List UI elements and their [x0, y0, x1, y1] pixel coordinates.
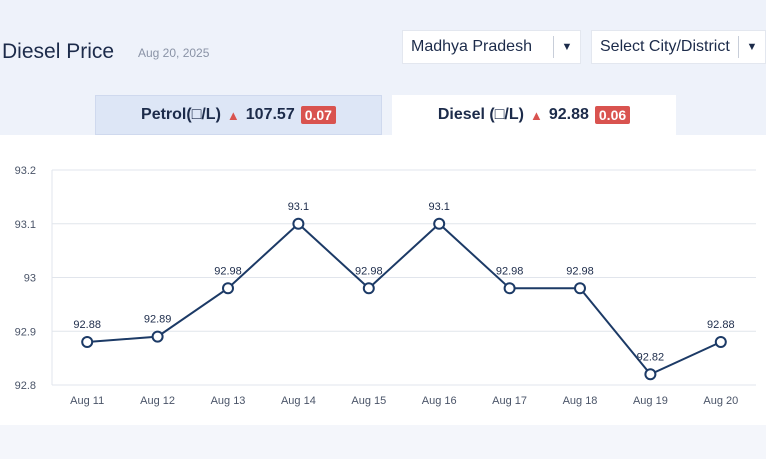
city-select-value: Select City/District — [600, 38, 730, 55]
data-label: 92.88 — [707, 319, 735, 331]
y-tick-label: 92.8 — [15, 380, 36, 392]
triangle-up-icon: ▲ — [529, 107, 543, 123]
x-tick-label: Aug 19 — [633, 395, 668, 407]
data-point — [574, 282, 586, 295]
tab-diesel-price: 92.88 — [548, 106, 589, 123]
tab-diesel-change-badge: 0.06 — [594, 106, 631, 124]
x-tick-label: Aug 13 — [211, 395, 246, 407]
data-point — [362, 282, 375, 295]
data-point — [714, 336, 727, 348]
data-point — [222, 282, 234, 295]
x-tick-label: Aug 20 — [703, 395, 738, 407]
chevron-down-icon[interactable]: ▼ — [746, 41, 758, 53]
tab-petrol[interactable]: Petrol(□/L) ▲ 107.57 0.07 — [95, 95, 382, 135]
data-label: 92.98 — [355, 265, 383, 277]
data-label: 92.98 — [214, 265, 242, 277]
data-label: 92.89 — [144, 314, 172, 326]
x-tick-label: Aug 16 — [422, 395, 457, 407]
chart-card — [0, 135, 766, 425]
bottom-strip — [0, 425, 766, 459]
select-divider — [738, 36, 739, 58]
data-label: 92.82 — [637, 351, 665, 363]
tab-petrol-change-badge: 0.07 — [300, 106, 336, 124]
x-tick-label: Aug 11 — [70, 395, 104, 407]
data-label: 93.1 — [428, 201, 449, 213]
data-label: 92.98 — [566, 265, 594, 277]
data-label: 92.88 — [73, 319, 101, 331]
tab-petrol-price: 107.57 — [245, 106, 295, 123]
data-label: 93.1 — [288, 201, 309, 213]
y-tick-label: 93 — [24, 273, 36, 285]
page-date: Aug 20, 2025 — [138, 46, 210, 60]
data-point — [151, 330, 164, 343]
data-point — [292, 217, 305, 230]
tab-diesel[interactable]: Diesel (□/L) ▲ 92.88 0.06 — [392, 95, 676, 135]
data-point — [81, 336, 94, 348]
x-tick-label: Aug 17 — [492, 395, 527, 407]
state-select[interactable]: Madhya Pradesh ▼ — [402, 30, 581, 64]
x-tick-label: Aug 18 — [563, 395, 598, 407]
series-line — [87, 222, 722, 376]
data-point — [433, 217, 446, 230]
data-point — [503, 282, 516, 295]
chevron-down-icon[interactable]: ▼ — [561, 41, 573, 53]
tab-petrol-label: Petrol(□/L) — [141, 106, 221, 123]
x-tick-label: Aug 15 — [351, 395, 386, 407]
data-point — [644, 368, 657, 381]
y-tick-label: 93.1 — [15, 219, 36, 231]
y-tick-label: 92.9 — [15, 326, 36, 338]
y-tick-label: 93.2 — [15, 165, 36, 177]
city-select[interactable]: Select City/District ▼ — [591, 30, 766, 64]
state-select-value: Madhya Pradesh — [411, 38, 532, 55]
data-label: 92.98 — [496, 265, 524, 277]
page-title: Diesel Price — [2, 40, 115, 63]
x-tick-label: Aug 14 — [281, 395, 316, 407]
price-line-chart: 93.2 93.1 93 92.9 92.8 Aug 11 Aug 12 Aug 13 Aug … — [15, 165, 756, 407]
tab-diesel-label: Diesel (□/L) — [437, 106, 524, 123]
x-tick-label: Aug 12 — [140, 395, 175, 407]
select-divider — [553, 36, 554, 58]
triangle-up-icon: ▲ — [226, 107, 240, 123]
